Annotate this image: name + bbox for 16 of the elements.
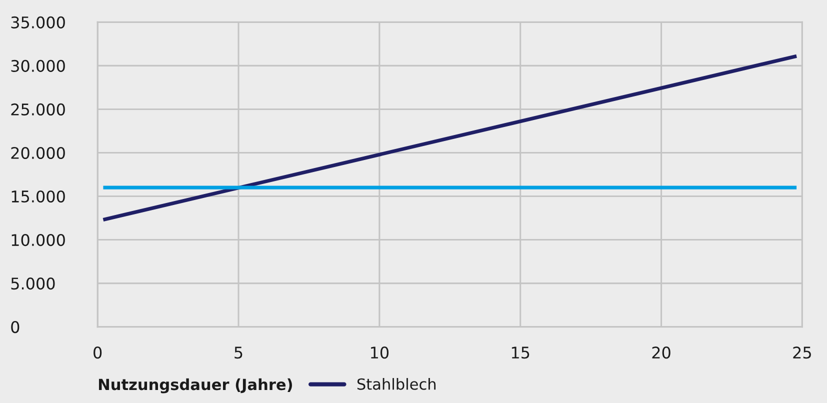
y-tick-label: 0 bbox=[11, 321, 20, 334]
x-tick-label: 10 bbox=[371, 346, 389, 359]
x-tick-label: 25 bbox=[793, 346, 811, 359]
y-tick-label: 15.000 bbox=[12, 190, 65, 203]
y-tick-label: 35.000 bbox=[11, 16, 65, 28]
y-tick-label: 10.000 bbox=[12, 234, 65, 246]
x-tick-label: 20 bbox=[652, 346, 670, 359]
x-tick-label: 0 bbox=[94, 346, 102, 359]
y-tick-label: 30.000 bbox=[11, 60, 65, 72]
x-axis-title: Nutzungsdauer (Jahre) bbox=[98, 378, 292, 394]
legend-label: Stahlblech bbox=[357, 378, 436, 390]
x-tick-label: 5 bbox=[234, 346, 242, 359]
x-tick-label: 15 bbox=[512, 346, 530, 359]
y-tick-label: 5.000 bbox=[11, 278, 55, 290]
y-tick-label: 20.000 bbox=[11, 146, 65, 160]
y-tick-label: 25.000 bbox=[11, 103, 65, 116]
